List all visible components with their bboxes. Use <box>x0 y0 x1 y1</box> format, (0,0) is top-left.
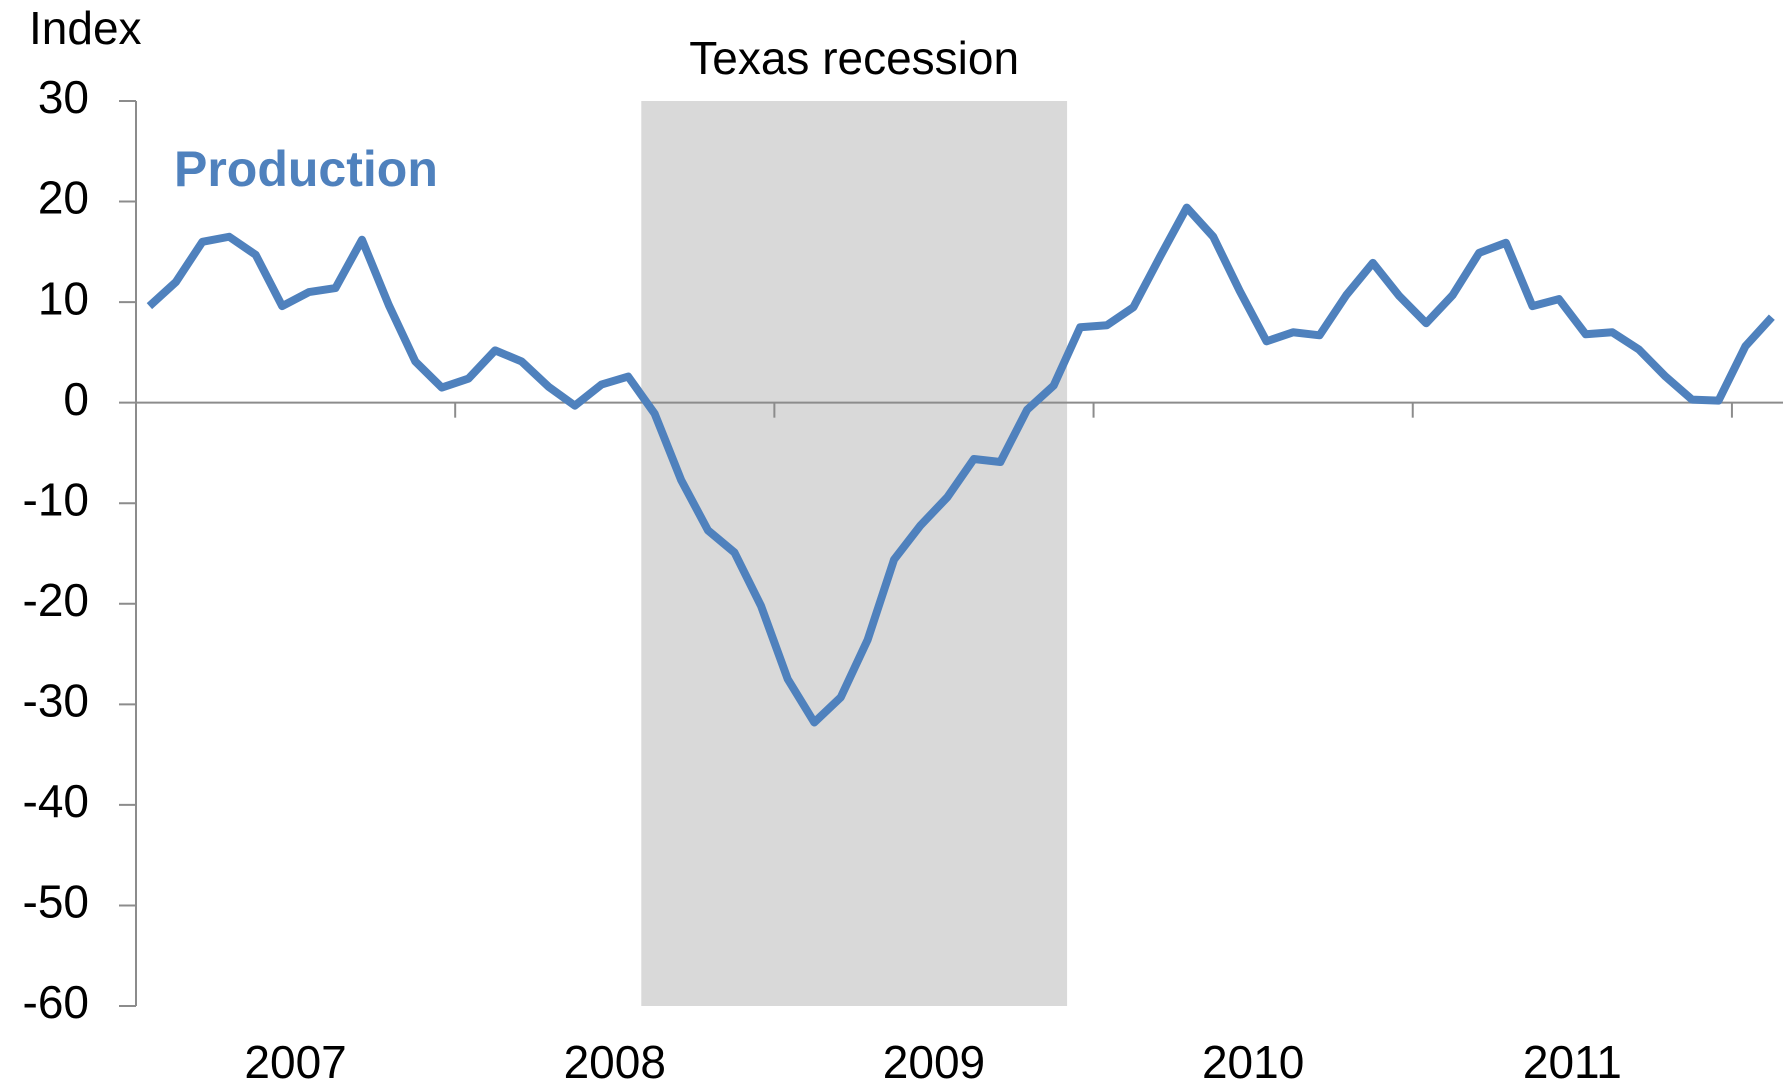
series-label: Production <box>174 141 438 197</box>
y-tick-label: -10 <box>23 473 89 525</box>
y-tick-label: -30 <box>23 674 89 726</box>
axis-label: Index <box>29 2 142 54</box>
y-tick-label: -50 <box>23 876 89 928</box>
y-tick-label: -40 <box>23 775 89 827</box>
shade-label: Texas recession <box>689 32 1019 84</box>
y-tick-label: 30 <box>38 71 89 123</box>
x-tick-label: 2010 <box>1202 1036 1304 1088</box>
y-tick-label: 10 <box>38 272 89 324</box>
y-tick-label: 0 <box>63 373 89 425</box>
series-line <box>146 203 1775 727</box>
x-tick-label: 2009 <box>883 1036 985 1088</box>
x-tick-label: 2007 <box>244 1036 346 1088</box>
y-tick-label: -60 <box>23 976 89 1028</box>
y-tick-label: 20 <box>38 172 89 224</box>
x-tick-label: 2008 <box>564 1036 666 1088</box>
recession-shade <box>641 101 1068 1006</box>
y-tick-label: -20 <box>23 574 89 626</box>
x-tick-label: 2011 <box>1523 1036 1622 1088</box>
